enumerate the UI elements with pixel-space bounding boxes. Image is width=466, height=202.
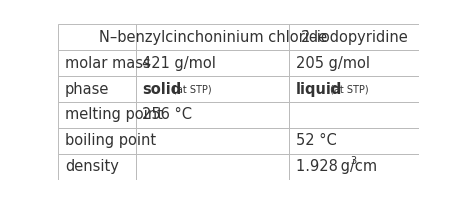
Text: molar mass: molar mass: [65, 56, 151, 71]
Text: density: density: [65, 159, 119, 174]
Bar: [289, 154, 419, 180]
Text: 256 °C: 256 °C: [143, 107, 192, 122]
Bar: [136, 102, 289, 128]
Text: 3: 3: [351, 156, 357, 166]
Bar: [58, 154, 136, 180]
Bar: [136, 24, 289, 50]
Text: (at STP): (at STP): [328, 84, 368, 94]
Text: boiling point: boiling point: [65, 133, 156, 148]
Text: phase: phase: [65, 82, 109, 97]
Bar: [58, 76, 136, 102]
Bar: [58, 102, 136, 128]
Bar: [58, 24, 136, 50]
Bar: [136, 154, 289, 180]
Text: 2–iodopyridine: 2–iodopyridine: [301, 30, 408, 45]
Text: solid: solid: [143, 82, 182, 97]
Bar: [58, 128, 136, 154]
Bar: [136, 76, 289, 102]
Bar: [289, 102, 419, 128]
Text: (at STP): (at STP): [171, 84, 211, 94]
Bar: [289, 50, 419, 76]
Text: liquid: liquid: [296, 82, 342, 97]
Text: melting point: melting point: [65, 107, 163, 122]
Bar: [136, 50, 289, 76]
Text: 421 g/mol: 421 g/mol: [143, 56, 216, 71]
Bar: [136, 128, 289, 154]
Bar: [289, 128, 419, 154]
Text: 52 °C: 52 °C: [296, 133, 336, 148]
Text: 205 g/mol: 205 g/mol: [296, 56, 370, 71]
Bar: [289, 24, 419, 50]
Text: 1.928 g/cm: 1.928 g/cm: [296, 159, 377, 174]
Bar: [58, 50, 136, 76]
Text: N–benzylcinchoninium chloride: N–benzylcinchoninium chloride: [99, 30, 327, 45]
Bar: [289, 76, 419, 102]
